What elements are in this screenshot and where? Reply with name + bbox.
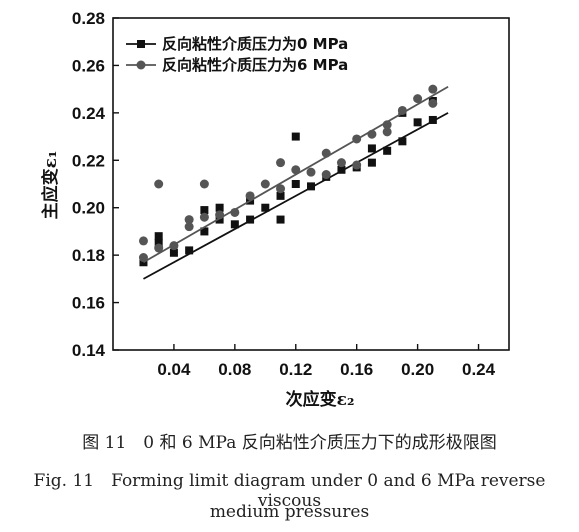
legend-marker-circle	[136, 60, 146, 70]
y-tick-label: 0.26	[72, 56, 105, 75]
data-point-square	[230, 220, 239, 229]
y-tick-label: 0.20	[72, 199, 105, 218]
fit-line	[143, 85, 449, 264]
data-point-circle	[154, 243, 164, 253]
data-point-square	[215, 203, 224, 212]
data-point-circle	[276, 184, 286, 194]
data-point-square	[291, 132, 300, 141]
data-point-square	[169, 248, 178, 257]
data-point-circle	[382, 120, 392, 130]
data-point-square	[200, 206, 209, 215]
data-point-square	[185, 246, 194, 255]
x-tick-label: 0.04	[157, 360, 191, 379]
data-point-circle	[367, 129, 377, 139]
data-point-circle	[245, 191, 255, 201]
x-tick-label: 0.12	[279, 360, 312, 379]
data-point-circle	[428, 98, 438, 108]
x-tick-label: 0.08	[218, 360, 251, 379]
data-point-circle	[306, 167, 316, 177]
data-point-circle	[291, 165, 301, 175]
y-tick-label: 0.24	[72, 104, 106, 123]
data-point-circle	[215, 210, 225, 220]
data-point-circle	[260, 179, 270, 189]
y-tick-label: 0.16	[72, 294, 105, 313]
data-point-circle	[199, 212, 209, 222]
data-point-square	[246, 215, 255, 224]
x-tick-label: 0.16	[340, 360, 373, 379]
series-circle	[138, 84, 449, 264]
y-tick-label: 0.22	[72, 151, 105, 170]
y-tick-label: 0.18	[72, 246, 105, 265]
y-tick-label: 0.28	[72, 9, 105, 28]
data-point-circle	[321, 170, 331, 180]
data-point-square	[200, 227, 209, 236]
data-point-circle	[199, 179, 209, 189]
series-square	[139, 97, 449, 280]
data-point-circle	[382, 127, 392, 137]
data-point-circle	[352, 160, 362, 170]
figure-caption-english-line2: medium pressures	[209, 502, 370, 522]
tick-labels: 0.04 0.08 0.12 0.16 0.20 0.24 0.14 0.16 0.18 0.20…	[72, 9, 496, 379]
forming-limit-chart: 0.04 0.08 0.12 0.16 0.20 0.24 0.14 0.16 0.18 0.20…	[40, 9, 510, 410]
legend-label: 反向粘性介质压力为6 MPa	[162, 56, 348, 74]
data-point-square	[367, 144, 376, 153]
figure-caption-chinese: 图 11 0 和 6 MPa 反向粘性介质压力下的成形极限图	[82, 433, 497, 453]
y-axis-label: 主应变ε₁	[40, 151, 61, 220]
legend-marker-square	[137, 40, 145, 48]
data-point-circle	[428, 84, 438, 94]
data-point-square	[413, 118, 422, 127]
data-point-circle	[397, 105, 407, 115]
data-point-circle	[413, 94, 423, 104]
data-point-square	[215, 215, 224, 224]
plot-frame	[112, 17, 510, 351]
axes	[112, 17, 510, 351]
data-point-square	[154, 239, 163, 248]
x-tick-label: 0.20	[401, 360, 434, 379]
figure-caption-english-line1: Fig. 11 Forming limit diagram under 0 an…	[33, 471, 546, 511]
data-point-square	[383, 146, 392, 155]
data-point-square	[398, 137, 407, 146]
data-point-circle	[184, 222, 194, 232]
data-point-square	[291, 180, 300, 188]
legend: 反向粘性介质压力为0 MPa 反向粘性介质压力为6 MPa	[126, 35, 348, 74]
data-point-circle	[138, 236, 148, 246]
data-point-circle	[336, 158, 346, 168]
data-point-square	[276, 191, 285, 200]
data-point-square	[276, 215, 285, 224]
data-point-square	[261, 203, 270, 212]
y-tick-label: 0.14	[72, 341, 106, 360]
data-point-circle	[184, 215, 194, 225]
data-point-circle	[154, 179, 164, 189]
data-point-circle	[138, 253, 148, 263]
legend-label: 反向粘性介质压力为0 MPa	[162, 35, 348, 53]
data-point-circle	[352, 134, 362, 144]
data-point-square	[307, 182, 315, 191]
fit-line	[143, 112, 449, 280]
data-point-circle	[230, 207, 240, 217]
data-point-circle	[169, 241, 179, 251]
x-tick-label: 0.24	[462, 360, 496, 379]
data-point-circle	[276, 158, 286, 168]
series-layer	[138, 84, 449, 280]
data-point-square	[337, 165, 346, 174]
data-point-circle	[321, 148, 331, 158]
data-point-square	[367, 158, 376, 167]
x-axis-label: 次应变ε₂	[286, 389, 355, 410]
data-point-square	[428, 115, 437, 124]
data-point-square	[154, 232, 163, 241]
